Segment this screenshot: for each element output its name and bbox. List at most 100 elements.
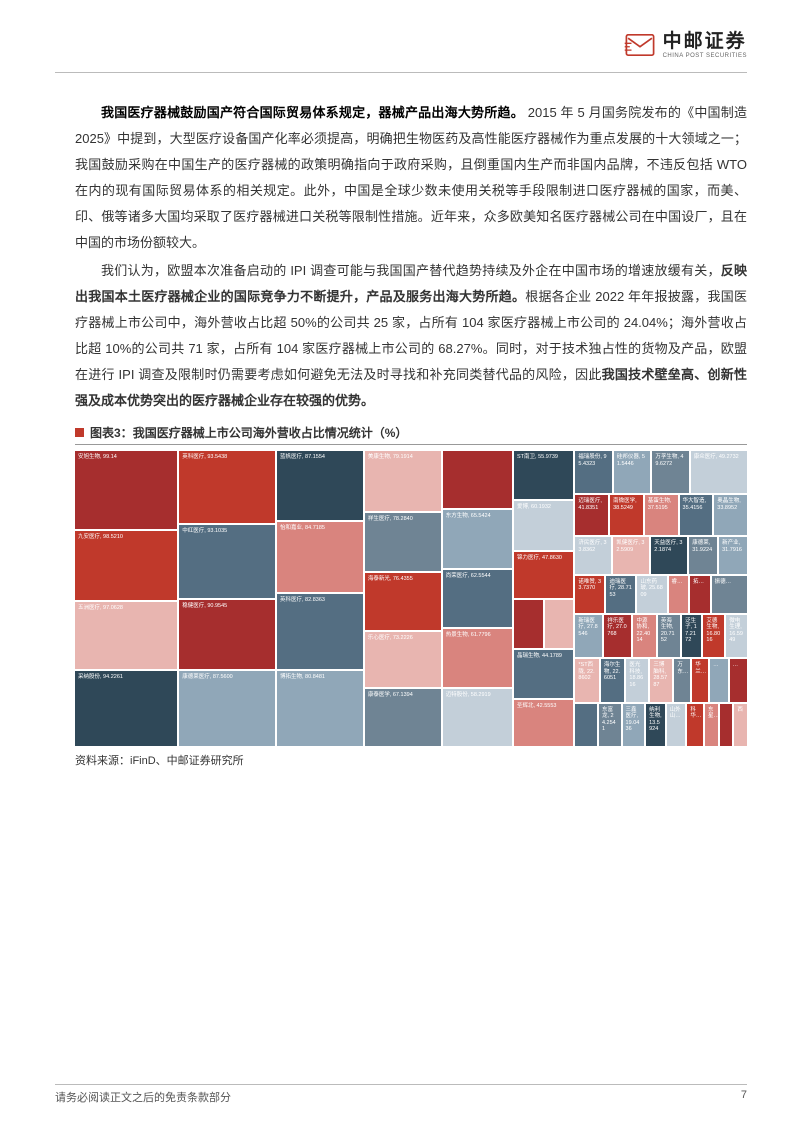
treemap-cell: 迪瑞医疗, 28.7153	[606, 576, 635, 613]
treemap-cell: 科华…	[687, 704, 703, 746]
treemap-cell: 英科医疗, 82.8363	[277, 594, 363, 669]
chart-title-marker	[75, 428, 84, 437]
treemap-cell: *ST西陇, 22.8602	[575, 659, 599, 701]
treemap-cell: 祥生医疗, 78.2840	[365, 513, 441, 570]
p1-lead: 我国医疗器械鼓励国产符合国际贸易体系规定，器械产品出海大势所趋。	[101, 105, 524, 120]
treemap-cell: 迈特股份, 58.2919	[443, 689, 512, 746]
treemap-cell: 海泰新光, 76.4355	[365, 573, 441, 630]
treemap-cell-label: 热景生物, 61.7796	[446, 632, 491, 639]
treemap-cell-label: 三鑫医疗, 19.0436	[626, 707, 642, 733]
treemap-cell: 拓…	[690, 576, 710, 613]
treemap-cell-label: ST南卫, 55.9739	[517, 454, 558, 461]
treemap-cell-label: 海尔生物, 22.6051	[604, 662, 622, 682]
treemap-cell: 医光科技, 18.8616	[626, 659, 648, 701]
treemap-cell: 纳利生物, 13.5924	[646, 704, 665, 746]
treemap-cell: 迈瑞医疗, 41.8351	[575, 495, 608, 535]
treemap-cell: 英科医疗, 93.5438	[179, 451, 275, 523]
treemap-chart: 安旭生物, 99.14九安医疗, 98.5210五洲医疗, 97.0628采纳股…	[75, 451, 747, 746]
treemap-cell: 稳健医疗, 90.9545	[179, 600, 275, 669]
treemap-column: 英科医疗, 93.5438 中红医疗, 93.1035 稳健医疗, 90.9545 康…	[179, 451, 275, 746]
treemap-column: 蓝帆医疗, 87.1554怡和嘉业, 84.7185英科医疗, 82.8363博…	[277, 451, 363, 746]
treemap-cell	[575, 704, 597, 746]
treemap-column: 安旭生物, 99.14九安医疗, 98.5210五洲医疗, 97.0628采纳股…	[75, 451, 177, 746]
treemap-cell-label: 华大智造, 35.4156	[683, 498, 710, 511]
paragraph-1: 我国医疗器械鼓励国产符合国际贸易体系规定，器械产品出海大势所趋。 2015 年 …	[75, 100, 747, 256]
chart-title: 我国医疗器械上市公司海外营收占比情况统计（%）	[133, 424, 408, 441]
treemap-cell: 新产业, 31.7916	[719, 537, 747, 574]
treemap-cell: 爱博, 60.1932	[514, 501, 573, 549]
treemap-row: 迈瑞医疗, 41.8351南微医学, 38.5249基蛋生物, 37.5195华…	[575, 495, 747, 535]
treemap-cell-label: 奥晶生物, 33.8952	[717, 498, 744, 511]
brand-name-en: CHINA POST SECURITIES	[663, 53, 747, 59]
treemap-row: 新瑞医疗, 27.8546祥乐医疗, 27.0768中源协和, 22.4014英…	[575, 615, 747, 657]
treemap-cell: 南微医学, 38.5249	[610, 495, 643, 535]
treemap-cell-label: 五洲医疗, 97.0628	[78, 605, 123, 612]
treemap-cell	[545, 600, 574, 648]
brand-header: 中邮证券 CHINA POST SECURITIES	[623, 28, 747, 62]
page-number: 7	[741, 1089, 747, 1105]
treemap-cell: 乐心医疗, 73.2226	[365, 632, 441, 687]
treemap-cell: 东方生物, 65.5424	[443, 510, 512, 567]
treemap-cell-label: 硅邦仪器, 51.5446	[617, 454, 647, 467]
treemap-cell: 康德莱医疗, 87.5600	[179, 671, 275, 746]
treemap-cell-label: 爱博, 60.1932	[517, 504, 551, 511]
treemap-cell-label: 凯健医疗, 32.5909	[616, 540, 646, 553]
treemap-cell-label: 医光科技, 18.8616	[629, 662, 645, 688]
treemap-cell: 华兰…	[692, 659, 708, 701]
treemap-cell-label: *ST西陇, 22.8602	[578, 662, 596, 682]
treemap-cell	[514, 600, 543, 648]
treemap-cell: 英海生物, 20.7152	[658, 615, 680, 657]
body-text: 我国医疗器械鼓励国产符合国际贸易体系规定，器械产品出海大势所趋。 2015 年 …	[75, 100, 747, 414]
treemap-cell-label: 福瑞股份, 95.4323	[578, 454, 608, 467]
treemap-cell-label: 万东…	[677, 662, 688, 675]
treemap-cell: 晶瑞生物, 44.1789	[514, 650, 573, 698]
treemap-cell: 万孚生物, 49.6272	[652, 451, 688, 493]
treemap-cell: 美康生物, 79.1914	[365, 451, 441, 511]
treemap-cell-label: 睿…	[672, 579, 683, 586]
treemap-cell: 艾德生物, 16.8016	[703, 615, 724, 657]
treemap-cell: ST南卫, 55.9739	[514, 451, 573, 499]
treemap-cell-label: 三博脑科, 28.5787	[653, 662, 669, 688]
chart-title-prefix: 图表3：	[90, 424, 133, 441]
treemap-cell-label: 尚荣医疗, 62.5544	[446, 573, 491, 580]
treemap-cell-label: 美康生物, 79.1914	[368, 454, 413, 461]
treemap-cell: 祥乐医疗, 27.0768	[604, 615, 631, 657]
treemap-cell: 振德…	[712, 576, 747, 613]
treemap-column: 东方生物, 65.5424 尚荣医疗, 62.5544 热景生物, 61.7796 迈…	[443, 451, 512, 746]
treemap-cell: 康众医疗, 49.2732	[691, 451, 747, 493]
treemap-cell: 热景生物, 61.7796	[443, 629, 512, 686]
treemap-cell-label: 纳利生物, 13.5924	[649, 707, 662, 733]
treemap-cell: 济民医疗, 33.8362	[575, 537, 611, 574]
treemap-cell-label: 新瑞医疗, 27.8546	[578, 618, 599, 638]
treemap-cell: 中红医疗, 93.1035	[179, 525, 275, 597]
treemap-row: 东富龙, 24.2541三鑫医疗, 19.0436纳利生物, 13.5924山外…	[575, 704, 747, 746]
treemap-row: 锦力医疗, 47.8630	[514, 552, 573, 598]
treemap-cell: 福瑞股份, 95.4323	[575, 451, 611, 493]
treemap-cell-label: 艾德生物, 16.8016	[706, 618, 721, 644]
treemap-cell: 微电生理, 16.5949	[726, 615, 747, 657]
treemap-cell: 硅邦仪器, 51.5446	[614, 451, 650, 493]
treemap-cell: 圣辉北, 42.5553	[514, 700, 573, 746]
treemap-cell-label: 拓…	[693, 579, 704, 586]
treemap-cell-label: 东富龙, 24.2541	[602, 707, 618, 733]
treemap-cell-label: 祥生医疗, 78.2840	[368, 516, 413, 523]
treemap-cell-label: 英科医疗, 93.5438	[182, 454, 227, 461]
treemap-cell-label: 新产业, 31.7916	[722, 540, 744, 553]
treemap-cell-label: 康德莱医疗, 87.5600	[182, 674, 232, 681]
treemap-cell-label: 稳健医疗, 90.9545	[182, 603, 227, 610]
treemap-cell-label: 迈特股份, 58.2919	[446, 692, 491, 699]
treemap-cell: 博拓生物, 80.8481	[277, 671, 363, 746]
treemap-cell-label: 济民医疗, 33.8362	[578, 540, 608, 553]
treemap-row: 诺唯赞, 33.7370迪瑞医疗, 28.7153山东药玻, 25.6809睿……	[575, 576, 747, 613]
treemap-cell-label: 英科医疗, 82.8363	[280, 597, 325, 604]
treemap-cell-label: 天益医疗, 32.1874	[654, 540, 684, 553]
treemap-cell-label: 迪瑞医疗, 28.7153	[609, 579, 632, 599]
treemap-column: 美康生物, 79.1914 祥生医疗, 78.2840 海泰新光, 76.4355 乐…	[365, 451, 441, 746]
treemap-cell-label: 海泰新光, 76.4355	[368, 576, 413, 583]
treemap-cell-label: 微电生理, 16.5949	[729, 618, 744, 644]
treemap-cell-label: 康众医疗, 49.2732	[694, 454, 739, 461]
treemap-cell: 天益医疗, 32.1874	[651, 537, 687, 574]
treemap-cell: 新瑞医疗, 27.8546	[575, 615, 602, 657]
treemap-cell-label: 康德莱, 31.9224	[692, 540, 714, 553]
footer-divider	[55, 1084, 747, 1085]
